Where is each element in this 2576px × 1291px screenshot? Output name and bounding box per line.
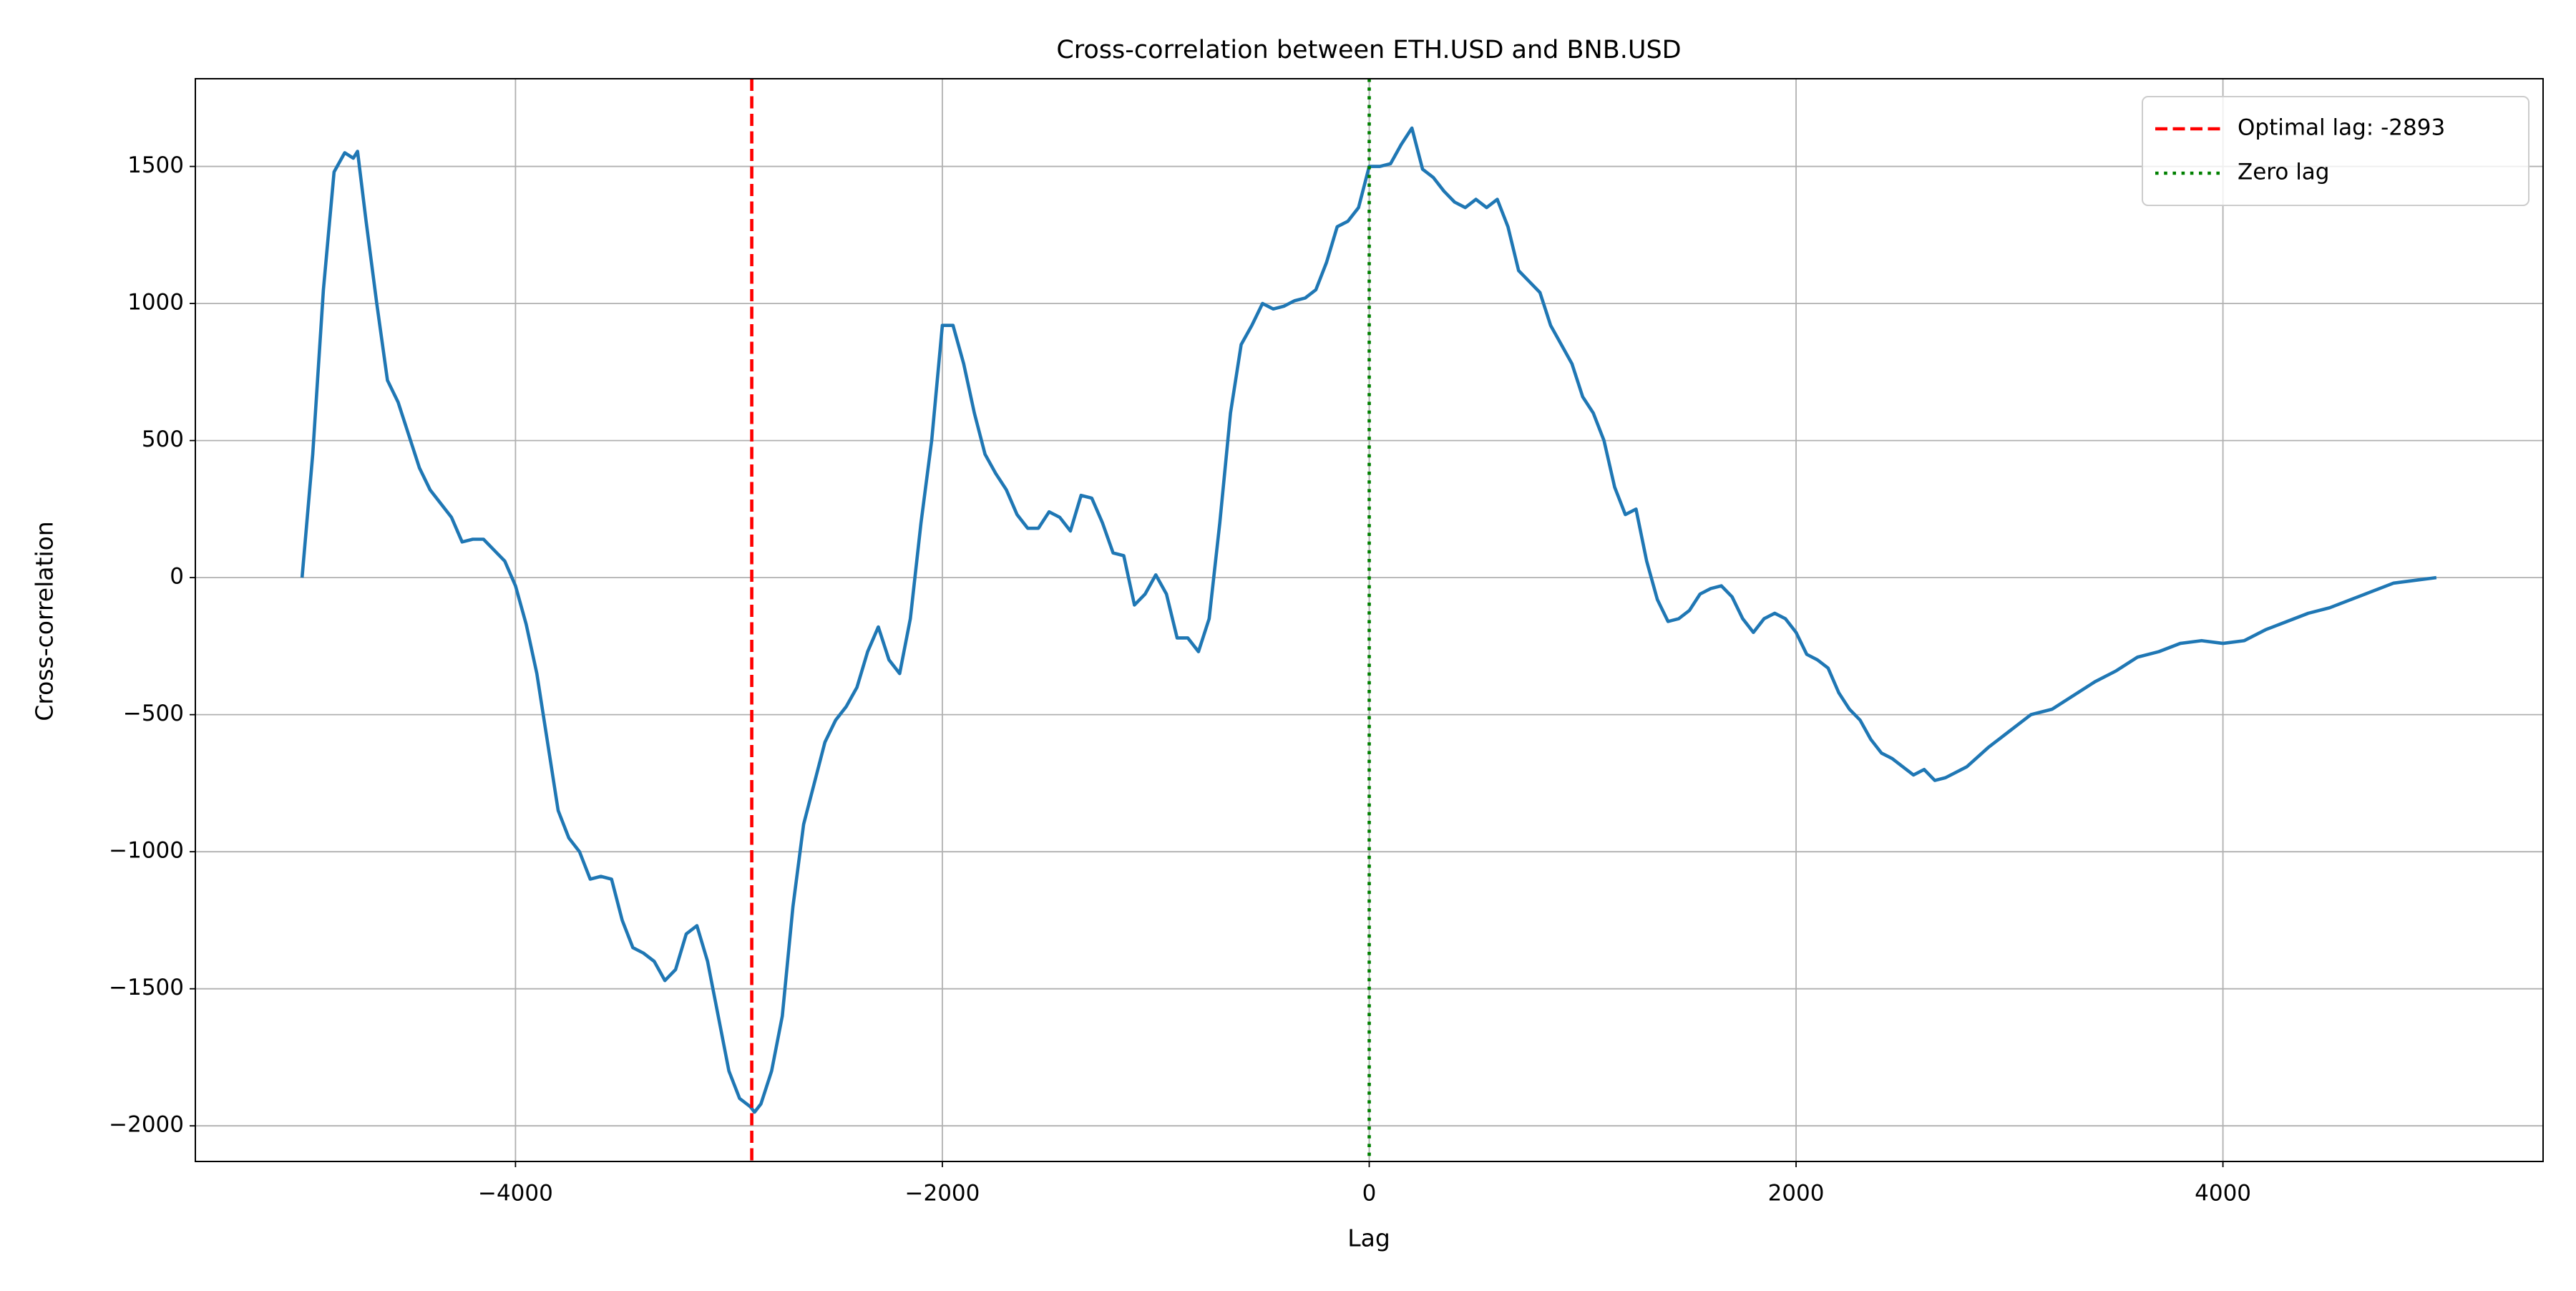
y-tick-label: −2000 (109, 1112, 184, 1138)
y-axis-label: Cross-correlation (31, 521, 59, 721)
legend: Optimal lag: -2893 Zero lag (2142, 96, 2529, 206)
y-tick-label: −1000 (109, 838, 184, 864)
chart-title: Cross-correlation between ETH.USD and BN… (1056, 36, 1681, 64)
y-tick-label: 1500 (127, 152, 184, 178)
y-tick-label: 0 (170, 564, 184, 590)
plot-frame (195, 78, 2544, 1162)
legend-box (2142, 96, 2529, 206)
x-tick-label: −2000 (905, 1181, 980, 1207)
legend-label: Zero lag (2238, 160, 2329, 185)
y-tick-label: −500 (123, 701, 184, 726)
x-tick-label: −4000 (478, 1181, 553, 1207)
y-tick-label: 500 (142, 427, 184, 452)
y-tick-label: 1000 (127, 290, 184, 316)
y-tick-label: −1500 (109, 975, 184, 1000)
legend-label: Optimal lag: -2893 (2238, 115, 2445, 141)
x-tick-label: 4000 (2195, 1181, 2251, 1207)
data-line (300, 126, 2437, 1114)
x-axis-label: Lag (1347, 1224, 1390, 1252)
x-tick-label: 2000 (1768, 1181, 1825, 1207)
x-tick-label: 0 (1362, 1181, 1377, 1207)
